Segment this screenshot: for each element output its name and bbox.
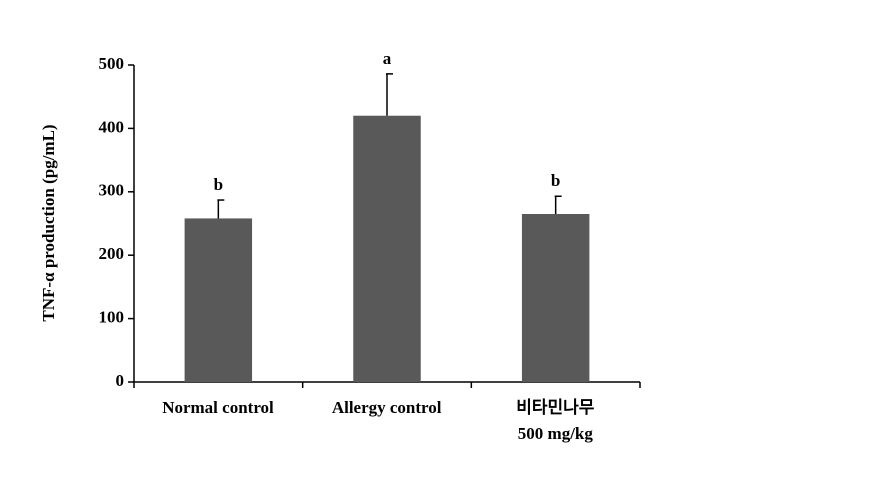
- y-tick-label: 400: [99, 117, 125, 136]
- x-tick-label: Allergy control: [331, 398, 442, 417]
- x-tick-label: Normal control: [162, 398, 274, 417]
- y-tick-label: 100: [99, 308, 125, 327]
- x-tick-label: 비타민나무 500 mg/kg: [516, 398, 595, 443]
- significance-letter: a: [383, 49, 392, 68]
- significance-letter: b: [551, 171, 560, 190]
- y-axis-label: TNF-α production (pg/mL): [39, 124, 58, 321]
- y-tick-label: 300: [99, 181, 125, 200]
- y-tick-label: 0: [116, 371, 125, 390]
- significance-letter: b: [214, 175, 223, 194]
- bar: [521, 213, 590, 382]
- y-tick-label: 200: [99, 244, 125, 263]
- bar: [184, 218, 253, 382]
- bar: [353, 115, 421, 382]
- y-tick-label: 500: [99, 54, 125, 73]
